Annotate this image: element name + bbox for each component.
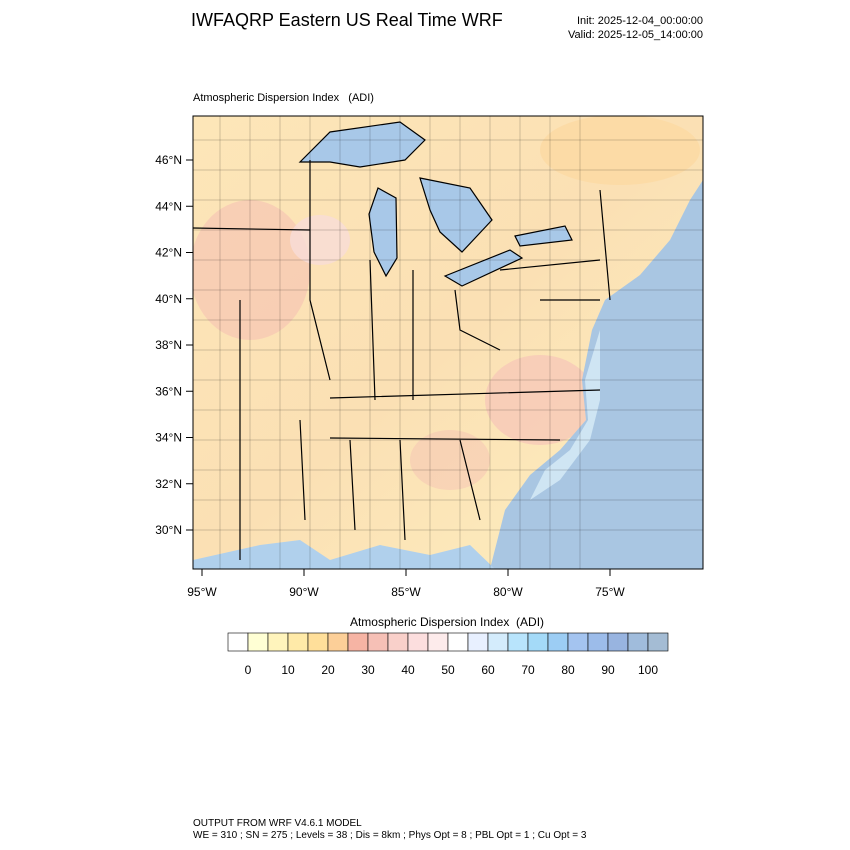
colorbar-box <box>627 632 649 652</box>
colorbar-box <box>367 632 389 652</box>
colorbar-label: 0 <box>245 663 252 677</box>
lon-label: 90°W <box>289 585 319 599</box>
colorbar-label: 60 <box>481 663 495 677</box>
colorbar-box <box>587 632 609 652</box>
colorbar-box <box>547 632 569 652</box>
colorbar-box <box>287 632 309 652</box>
colorbar-box <box>647 632 669 652</box>
init-time: Init: 2025-12-04_00:00:00 <box>577 15 703 27</box>
footer-line: WE = 310 ; SN = 275 ; Levels = 38 ; Dis … <box>193 830 587 841</box>
colorbar-box <box>227 632 249 652</box>
colorbar-box <box>347 632 369 652</box>
lat-label: 44°N <box>155 199 182 213</box>
title: IWFAQRP Eastern US Real Time WRF <box>191 10 503 30</box>
colorbar-title: Atmospheric Dispersion Index (ADI) <box>350 615 544 629</box>
colorbar-label: 70 <box>521 663 535 677</box>
lat-labels: 46°N 44°N 42°N 40°N 38°N 36°N 34°N 32°N 30°N <box>155 153 193 537</box>
colorbar-label: 50 <box>441 663 455 677</box>
colorbar-label: 80 <box>561 663 575 677</box>
lon-labels: 95°W 90°W 85°W 80°W 75°W <box>187 569 625 599</box>
colorbar-box <box>447 632 469 652</box>
lat-label: 42°N <box>155 246 182 260</box>
colorbar-box <box>327 632 349 652</box>
colorbar-box <box>427 632 449 652</box>
colorbar: 0 10 20 30 40 50 60 70 80 90 100 <box>227 632 669 677</box>
lat-label: 34°N <box>155 431 182 445</box>
lat-label: 46°N <box>155 153 182 167</box>
colorbar-box <box>467 632 489 652</box>
colorbar-label: 40 <box>401 663 415 677</box>
colorbar-box <box>267 632 289 652</box>
colorbar-box <box>607 632 629 652</box>
colorbar-label: 90 <box>601 663 615 677</box>
colorbar-label: 20 <box>321 663 335 677</box>
colorbar-label: 100 <box>638 663 658 677</box>
colorbar-box <box>487 632 509 652</box>
colorbar-box <box>567 632 589 652</box>
map <box>193 116 703 569</box>
map-frame <box>192 115 704 570</box>
colorbar-box <box>407 632 429 652</box>
lat-label: 30°N <box>155 523 182 537</box>
lon-label: 85°W <box>391 585 421 599</box>
colorbar-box <box>387 632 409 652</box>
map-title: Atmospheric Dispersion Index (ADI) <box>193 92 374 104</box>
lon-label: 80°W <box>493 585 523 599</box>
lon-label: 95°W <box>187 585 217 599</box>
colorbar-box <box>527 632 549 652</box>
colorbar-label: 30 <box>361 663 375 677</box>
lat-label: 32°N <box>155 477 182 491</box>
valid-time: Valid: 2025-12-05_14:00:00 <box>568 29 703 41</box>
colorbar-box <box>247 632 269 652</box>
lat-label: 40°N <box>155 292 182 306</box>
colorbar-box <box>307 632 329 652</box>
colorbar-label: 10 <box>281 663 295 677</box>
lat-label: 36°N <box>155 384 182 398</box>
footer-line: OUTPUT FROM WRF V4.6.1 MODEL <box>193 818 362 829</box>
colorbar-box <box>507 632 529 652</box>
lat-label: 38°N <box>155 338 182 352</box>
lon-label: 75°W <box>595 585 625 599</box>
